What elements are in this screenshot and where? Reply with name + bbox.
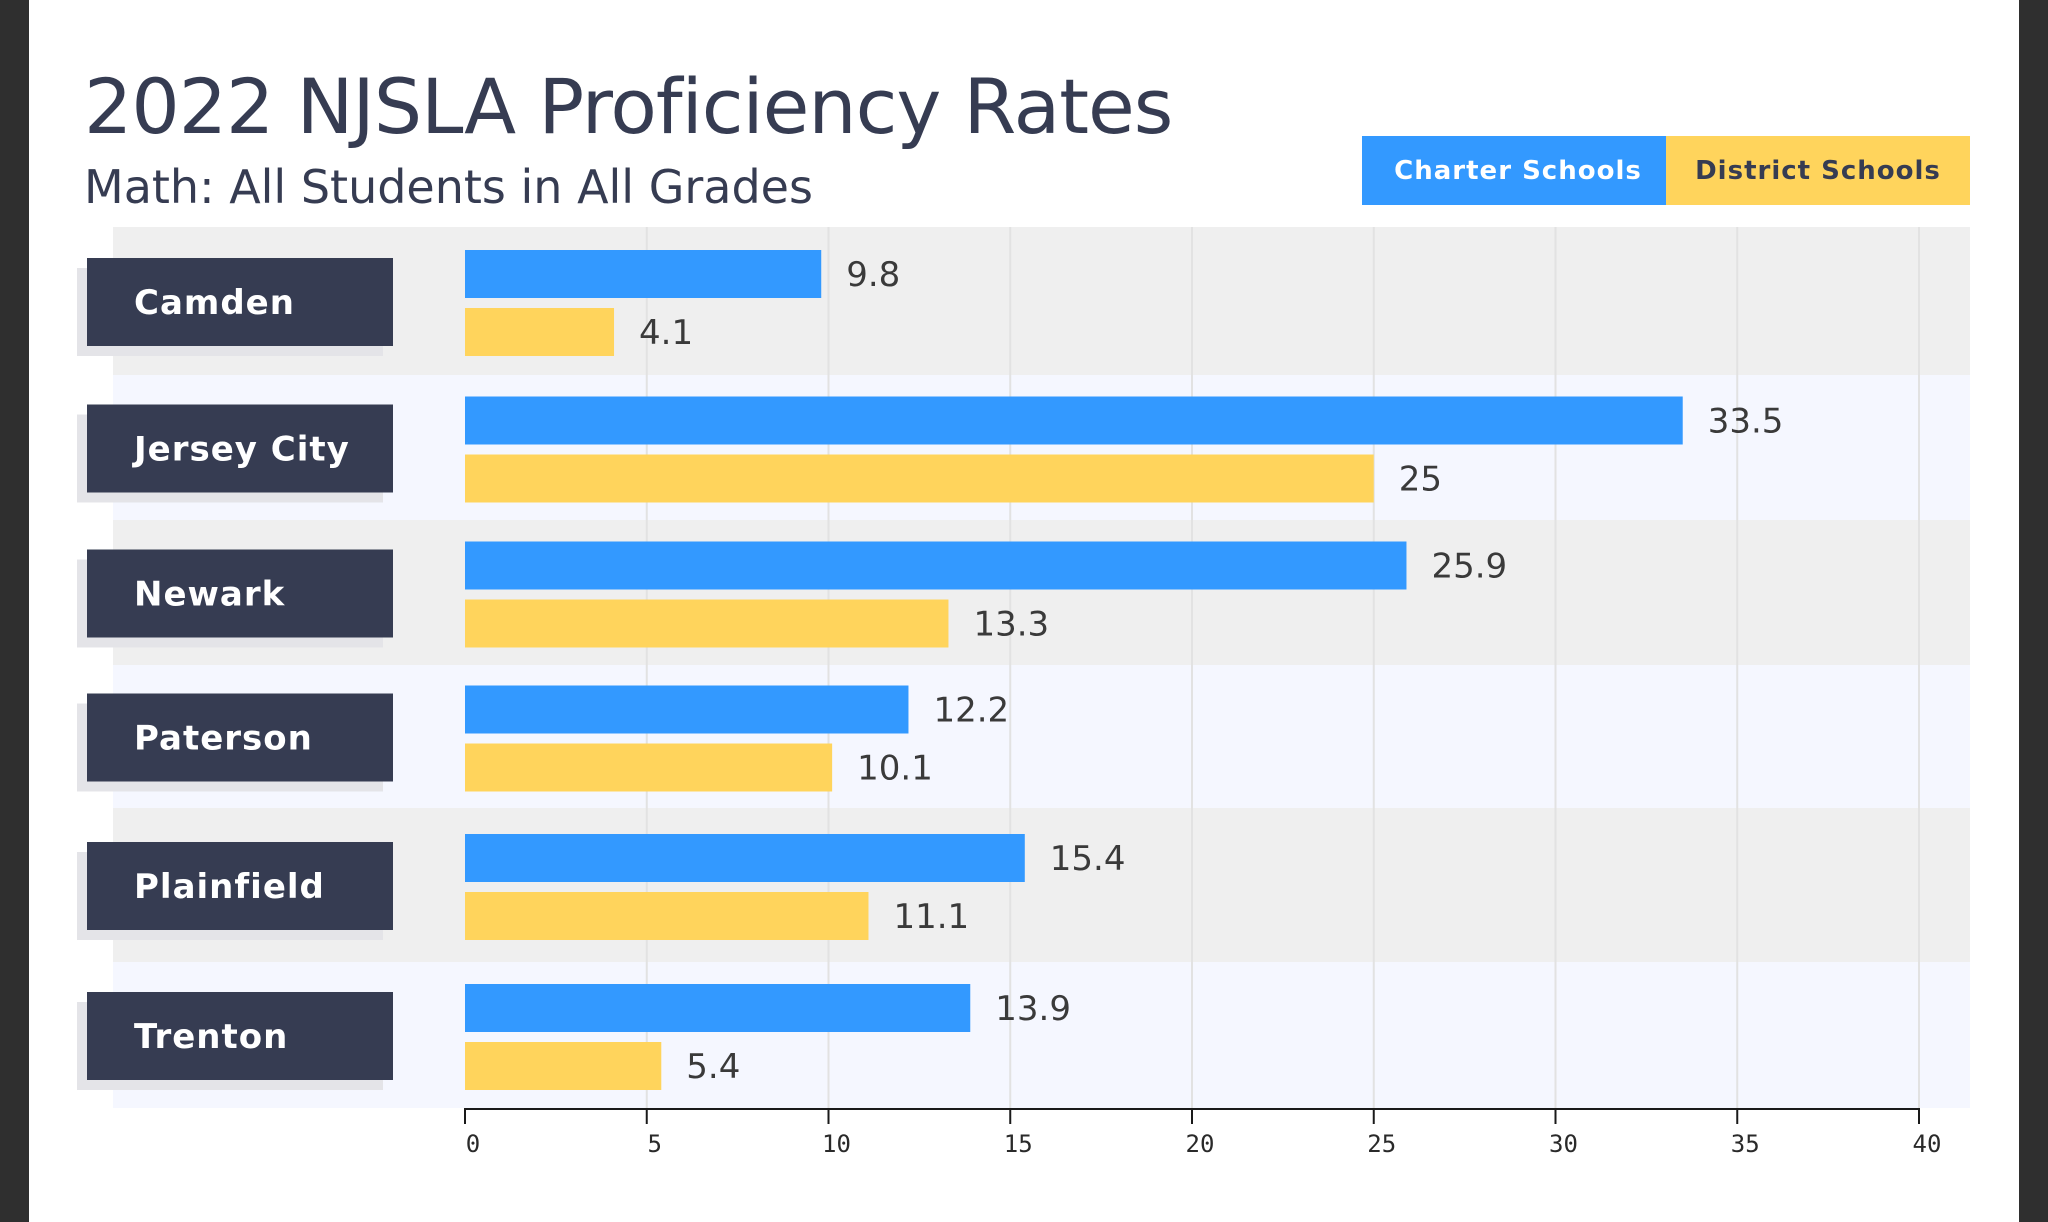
category-label-box-paterson: [87, 693, 393, 782]
data-label-paterson-charter-schools: 12.2: [933, 691, 1009, 731]
bar-paterson-district-schools: [465, 743, 833, 792]
bar-camden-district-schools: [465, 308, 615, 356]
category-label-jersey-city: Jersey City: [132, 430, 350, 470]
category-label-plainfield: Plainfield: [134, 867, 325, 907]
chart-canvas: 2022 NJSLA Proficiency Rates Math: All S…: [29, 0, 2019, 1222]
x-tick-label-15: 15: [1004, 1130, 1033, 1158]
row-band-trenton: [113, 962, 1970, 1108]
data-label-camden-charter-schools: 9.8: [846, 255, 900, 295]
data-label-jersey-city-charter-schools: 33.5: [1708, 402, 1784, 442]
data-label-trenton-district-schools: 5.4: [686, 1047, 740, 1087]
bar-plainfield-district-schools: [465, 892, 869, 940]
x-tick-label-30: 30: [1549, 1130, 1578, 1158]
category-label-newark: Newark: [134, 575, 286, 615]
chart-subtitle: Math: All Students in All Grades: [84, 160, 813, 214]
category-label-box-jersey-city: [87, 404, 393, 493]
data-label-jersey-city-district-schools: 25: [1399, 460, 1442, 500]
x-tick-label-35: 35: [1731, 1130, 1760, 1158]
category-label-box-camden: [87, 258, 393, 346]
category-label-box-plainfield: [87, 842, 393, 930]
legend-item-charter: Charter Schools: [1362, 136, 1674, 205]
chart-title: 2022 NJSLA Proficiency Rates: [84, 62, 1173, 151]
bar-chart: Camden 9.8 4.1 Jersey City 33.5 25 Newark 25.9 1…: [77, 227, 1970, 1158]
data-label-plainfield-charter-schools: 15.4: [1050, 839, 1126, 879]
bar-newark-district-schools: [465, 599, 949, 648]
bar-camden-charter-schools: [465, 250, 822, 298]
bar-jersey-city-district-schools: [465, 454, 1374, 503]
category-label-trenton: Trenton: [134, 1017, 288, 1057]
bar-jersey-city-charter-schools: [465, 396, 1683, 445]
category-label-box-trenton: [87, 992, 393, 1080]
x-tick-label-0: 0: [466, 1130, 480, 1158]
x-tick-label-20: 20: [1186, 1130, 1215, 1158]
data-label-paterson-district-schools: 10.1: [857, 749, 933, 789]
bar-paterson-charter-schools: [465, 685, 909, 734]
bar-trenton-charter-schools: [465, 984, 971, 1032]
row-band-paterson: [113, 665, 1970, 808]
row-band-plainfield: [113, 808, 1970, 962]
bar-trenton-district-schools: [465, 1042, 662, 1090]
category-label-camden: Camden: [134, 283, 295, 323]
bar-newark-charter-schools: [465, 541, 1407, 590]
x-tick-label-5: 5: [648, 1130, 662, 1158]
category-label-box-newark: [87, 549, 393, 638]
data-label-newark-charter-schools: 25.9: [1431, 547, 1507, 587]
legend-item-district: District Schools: [1666, 136, 1970, 205]
x-tick-label-25: 25: [1367, 1130, 1396, 1158]
data-label-camden-district-schools: 4.1: [639, 313, 693, 353]
data-label-plainfield-district-schools: 11.1: [893, 897, 969, 937]
row-band-camden: [113, 227, 1970, 375]
data-label-newark-district-schools: 13.3: [973, 605, 1049, 645]
category-label-paterson: Paterson: [134, 719, 313, 759]
x-tick-label-40: 40: [1913, 1130, 1942, 1158]
x-tick-label-10: 10: [822, 1130, 851, 1158]
bar-plainfield-charter-schools: [465, 834, 1025, 882]
data-label-trenton-charter-schools: 13.9: [995, 989, 1071, 1029]
